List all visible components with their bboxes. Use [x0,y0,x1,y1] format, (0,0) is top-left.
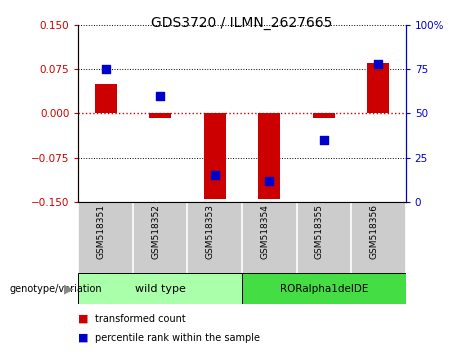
Text: GSM518353: GSM518353 [206,204,215,259]
Bar [258,113,280,199]
Bar [78,273,242,304]
Text: GDS3720 / ILMN_2627665: GDS3720 / ILMN_2627665 [151,16,333,30]
Text: GSM518352: GSM518352 [151,204,160,259]
Text: transformed count: transformed count [95,314,185,324]
Bar [313,113,335,118]
Text: ■: ■ [78,314,89,324]
Bar [95,84,117,113]
Point [157,93,164,98]
Point [211,172,219,178]
Text: wild type: wild type [135,284,186,293]
Bar [204,113,226,199]
Text: GSM518351: GSM518351 [97,204,106,259]
Text: ■: ■ [78,333,89,343]
Text: GSM518355: GSM518355 [315,204,324,259]
Text: RORalpha1delDE: RORalpha1delDE [280,284,368,293]
Text: GSM518356: GSM518356 [369,204,378,259]
Text: GSM518354: GSM518354 [260,204,269,259]
Bar [242,273,406,304]
Point [375,61,382,67]
Text: percentile rank within the sample: percentile rank within the sample [95,333,260,343]
Bar [367,63,389,113]
Point [102,66,109,72]
Bar [149,113,171,118]
Point [320,137,327,143]
Text: genotype/variation: genotype/variation [9,284,102,293]
Point [266,178,273,183]
Text: ▶: ▶ [65,282,74,295]
